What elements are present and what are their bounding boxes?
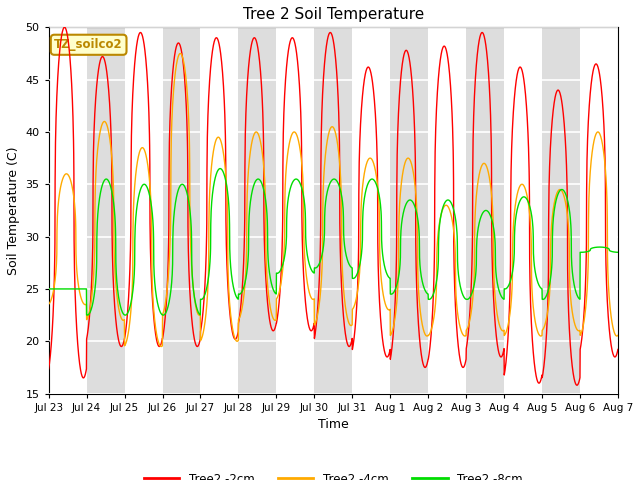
Bar [428,27,466,394]
Bar [504,27,542,394]
Bar [276,27,314,394]
X-axis label: Time: Time [318,418,349,431]
Text: TZ_soilco2: TZ_soilco2 [54,38,123,51]
Bar [542,27,580,394]
Bar [580,27,618,394]
Bar [390,27,428,394]
Bar [352,27,390,394]
Title: Tree 2 Soil Temperature: Tree 2 Soil Temperature [243,7,424,22]
Bar [49,27,86,394]
Bar [163,27,200,394]
Bar [466,27,504,394]
Y-axis label: Soil Temperature (C): Soil Temperature (C) [7,146,20,275]
Bar [239,27,276,394]
Bar [125,27,163,394]
Legend: Tree2 -2cm, Tree2 -4cm, Tree2 -8cm: Tree2 -2cm, Tree2 -4cm, Tree2 -8cm [139,468,527,480]
Bar [314,27,352,394]
Bar [200,27,239,394]
Bar [86,27,125,394]
